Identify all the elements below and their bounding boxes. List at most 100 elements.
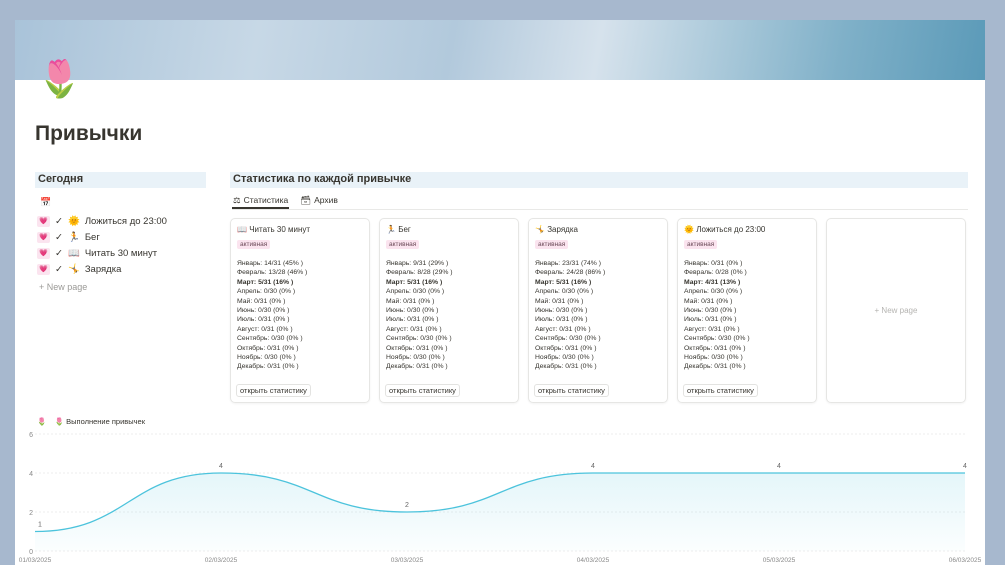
cover-banner xyxy=(15,20,985,80)
page-icon[interactable]: 🌷 xyxy=(37,58,82,99)
habit-emoji: 🏃 xyxy=(67,232,80,243)
month-stat: Август: 0/31 (0% ) xyxy=(684,325,740,333)
open-stats-button[interactable]: открыть статистику xyxy=(683,384,758,397)
status-badge: активная xyxy=(684,240,718,249)
month-stat: Август: 0/31 (0% ) xyxy=(535,325,591,333)
month-stat: Июнь: 0/30 (0% ) xyxy=(535,307,588,315)
data-label: 4 xyxy=(963,463,967,470)
x-tick-label: 03/03/2025 xyxy=(391,557,424,564)
heart-icon: 💗 xyxy=(37,264,50,275)
month-stat: Март: 4/31 (13% ) xyxy=(684,278,741,286)
calendar-icon[interactable]: 📅 xyxy=(40,197,52,207)
month-stat: Январь: 9/31 (29% ) xyxy=(386,260,449,267)
check-icon[interactable]: ✓ xyxy=(55,248,63,259)
check-icon[interactable]: ✓ xyxy=(55,216,63,227)
month-stat: Август: 0/31 (0% ) xyxy=(237,325,293,333)
y-tick-label: 0 xyxy=(29,549,33,556)
habit-name: Бег xyxy=(398,225,411,234)
month-stat: Май: 0/31 (0% ) xyxy=(535,297,584,305)
month-stat: Май: 0/31 (0% ) xyxy=(237,297,286,305)
todo-item[interactable]: 💗 ✓ 🤸 Зарядка xyxy=(37,264,121,275)
month-stat: Май: 0/31 (0% ) xyxy=(684,297,733,305)
habit-emoji: 🌞 xyxy=(67,216,80,227)
todo-item[interactable]: 💗 ✓ 📖 Читать 30 минут xyxy=(37,248,157,259)
month-stat: Апрель: 0/30 (0% ) xyxy=(386,288,445,296)
habit-emoji: 🌞 xyxy=(684,225,694,234)
month-stat: Ноябрь: 0/30 (0% ) xyxy=(684,354,743,362)
month-stat: Март: 5/31 (16% ) xyxy=(535,278,592,286)
month-stat: Сентябрь: 0/30 (0% ) xyxy=(535,335,601,343)
data-label: 1 xyxy=(38,522,42,529)
todo-label: Читать 30 минут xyxy=(84,248,158,259)
open-stats-button[interactable]: открыть статистику xyxy=(534,384,609,397)
month-stat: Февраль: 13/28 (46% ) xyxy=(237,269,308,277)
month-stat: Июль: 0/31 (0% ) xyxy=(386,316,439,324)
area-fill xyxy=(35,473,965,551)
todo-label: Ложиться до 23:00 xyxy=(84,216,167,227)
open-stats-button[interactable]: открыть статистику xyxy=(236,384,311,397)
habit-name: Ложиться до 23:00 xyxy=(696,225,766,234)
x-tick-label: 05/03/2025 xyxy=(763,557,796,564)
habit-emoji: 🏃 xyxy=(386,225,396,234)
stats-header: Статистика по каждой привычке xyxy=(230,172,968,188)
archive-icon: 🗃 xyxy=(300,195,312,205)
month-stat: Сентябрь: 0/30 (0% ) xyxy=(386,335,452,343)
month-stat: Январь: 14/31 (45% ) xyxy=(237,260,303,267)
heart-icon: 💗 xyxy=(37,248,50,259)
view-tabs: ⚖ Статистика 🗃 Архив xyxy=(232,193,968,210)
page-title: Привычки xyxy=(35,122,143,145)
month-stat: Апрель: 0/30 (0% ) xyxy=(237,288,296,296)
month-stat: Февраль: 24/28 (86% ) xyxy=(535,269,606,277)
data-label: 4 xyxy=(777,463,781,470)
habit-emoji: 📖 xyxy=(67,248,80,259)
month-stat: Апрель: 0/30 (0% ) xyxy=(535,288,594,296)
month-stat: Август: 0/31 (0% ) xyxy=(386,325,442,333)
month-stat: Июнь: 0/30 (0% ) xyxy=(386,307,439,315)
month-stat: Сентябрь: 0/30 (0% ) xyxy=(237,335,303,343)
month-stat: Ноябрь: 0/30 (0% ) xyxy=(535,354,594,362)
month-stat: Май: 0/31 (0% ) xyxy=(386,297,435,305)
habit-card[interactable]: 🏃 Бег активная Январь: 9/31 (29% ) Февраль:… xyxy=(379,218,519,403)
month-stat: Март: 5/31 (16% ) xyxy=(237,278,294,286)
x-tick-label: 04/03/2025 xyxy=(577,557,610,564)
month-stat: Март: 5/31 (16% ) xyxy=(386,278,443,286)
month-stat: Декабрь: 0/31 (0% ) xyxy=(684,363,746,371)
chart-icon: ⚖ xyxy=(233,195,241,205)
status-badge: активная xyxy=(237,240,271,249)
month-stat: Январь: 0/31 (0% ) xyxy=(684,260,743,267)
page: 🌷 Привычки Сегодня 📅 💗 ✓ 🌞 Ложиться до 23:0… xyxy=(15,20,985,565)
chart-title: 🌷 🌷 Выполнение привычек xyxy=(37,417,146,426)
month-stat: Сентябрь: 0/30 (0% ) xyxy=(684,335,750,343)
data-label: 4 xyxy=(219,463,223,470)
tab-statistics[interactable]: ⚖ Статистика xyxy=(232,193,290,209)
month-stat: Апрель: 0/30 (0% ) xyxy=(684,288,743,296)
month-stat: Июнь: 0/30 (0% ) xyxy=(684,307,737,315)
check-icon[interactable]: ✓ xyxy=(55,232,63,243)
habit-card[interactable]: 🌞 Ложиться до 23:00 активная Январь: 0/31 … xyxy=(677,218,817,403)
x-tick-label: 02/03/2025 xyxy=(205,557,238,564)
todo-item[interactable]: 💗 ✓ 🏃 Бег xyxy=(37,232,100,243)
tab-archive[interactable]: 🗃 Архив xyxy=(300,195,338,205)
new-page-button[interactable]: + New page xyxy=(39,282,88,292)
month-stat: Октябрь: 0/31 (0% ) xyxy=(386,344,448,352)
new-card-button[interactable]: + New page xyxy=(826,218,966,403)
habit-name: Читать 30 минут xyxy=(249,225,311,234)
habit-card[interactable]: 🤸 Зарядка активная Январь: 23/31 (74% ) Фев… xyxy=(528,218,668,403)
open-stats-button[interactable]: открыть статистику xyxy=(385,384,460,397)
month-stat: Июль: 0/31 (0% ) xyxy=(535,316,588,324)
todo-item[interactable]: 💗 ✓ 🌞 Ложиться до 23:00 xyxy=(37,216,167,227)
habit-card[interactable]: 📖 Читать 30 минут активная Январь: 14/31 (… xyxy=(230,218,370,403)
month-stat: Октябрь: 0/31 (0% ) xyxy=(535,344,597,352)
month-stat: Октябрь: 0/31 (0% ) xyxy=(237,344,299,352)
month-stat: Ноябрь: 0/30 (0% ) xyxy=(237,354,296,362)
check-icon[interactable]: ✓ xyxy=(55,264,63,275)
month-stat: Январь: 23/31 (74% ) xyxy=(535,260,601,267)
heart-icon: 💗 xyxy=(37,216,50,227)
month-stat: Февраль: 0/28 (0% ) xyxy=(684,269,747,277)
heart-icon: 💗 xyxy=(37,232,50,243)
x-tick-label: 06/03/2025 xyxy=(949,557,982,564)
month-stat: Декабрь: 0/31 (0% ) xyxy=(386,363,448,371)
x-tick-label: 01/03/2025 xyxy=(19,557,52,564)
y-tick-label: 2 xyxy=(29,510,33,517)
